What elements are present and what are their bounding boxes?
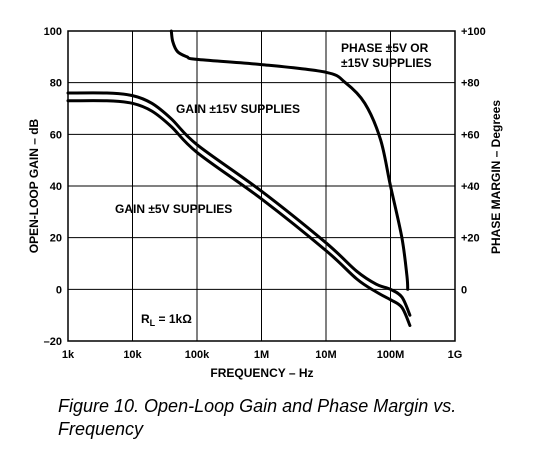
annotation-phase-line2: ±15V SUPPLIES [341, 56, 432, 70]
annotation-gain-5v: GAIN ±5V SUPPLIES [115, 202, 232, 216]
phase-margin-curve [169, 29, 410, 291]
y-right-tick-label: +60 [461, 129, 480, 141]
annotation-load-resistance: RL = 1kΩ [141, 312, 192, 328]
y-axis-right-title: PHASE MARGIN – Degrees [489, 100, 503, 254]
figure-caption: Figure 10. Open-Loop Gain and Phase Marg… [58, 396, 457, 439]
y-left-tick-label: 100 [44, 26, 62, 38]
annotation-phase-line1: PHASE ±5V OR [341, 41, 429, 55]
y-right-tick-label: 0 [461, 284, 467, 296]
y-left-tick-label: 0 [56, 284, 62, 296]
x-tick-label: 100k [185, 349, 210, 361]
y-left-tick-label: 60 [50, 129, 62, 141]
y-right-tick-label: +80 [461, 78, 480, 90]
gain-5v-curve [66, 99, 412, 327]
curves-layer [66, 29, 412, 327]
y-left-tick-label: 20 [50, 233, 62, 245]
annotation-gain-15v: GAIN ±15V SUPPLIES [176, 102, 300, 116]
y-left-tick-label: –20 [44, 336, 62, 348]
x-axis-title: FREQUENCY – Hz [210, 366, 313, 380]
x-tick-label: 10M [315, 349, 336, 361]
gain-15v-curve [66, 91, 412, 317]
x-tick-label: 10k [123, 349, 142, 361]
x-tick-label: 100M [377, 349, 405, 361]
open-loop-gain-phase-chart: 1k 10k 100k 1M 10M 100M 1G 100 80 60 40 20 0 –20 +100 +… [27, 26, 503, 380]
tick-labels: 1k 10k 100k 1M 10M 100M 1G 100 80 60 40 20 0 –20 +100 +… [44, 26, 486, 361]
y-right-tick-label: +100 [461, 26, 486, 38]
x-tick-label: 1G [448, 349, 463, 361]
y-right-tick-label: +20 [461, 233, 480, 245]
y-axis-left-title: OPEN-LOOP GAIN – dB [27, 118, 41, 253]
plot-frame [67, 30, 456, 342]
y-left-tick-label: 80 [50, 78, 62, 90]
x-tick-label: 1M [254, 349, 269, 361]
x-tick-label: 1k [62, 349, 75, 361]
y-left-tick-label: 40 [50, 181, 62, 193]
y-right-tick-label: +40 [461, 181, 480, 193]
